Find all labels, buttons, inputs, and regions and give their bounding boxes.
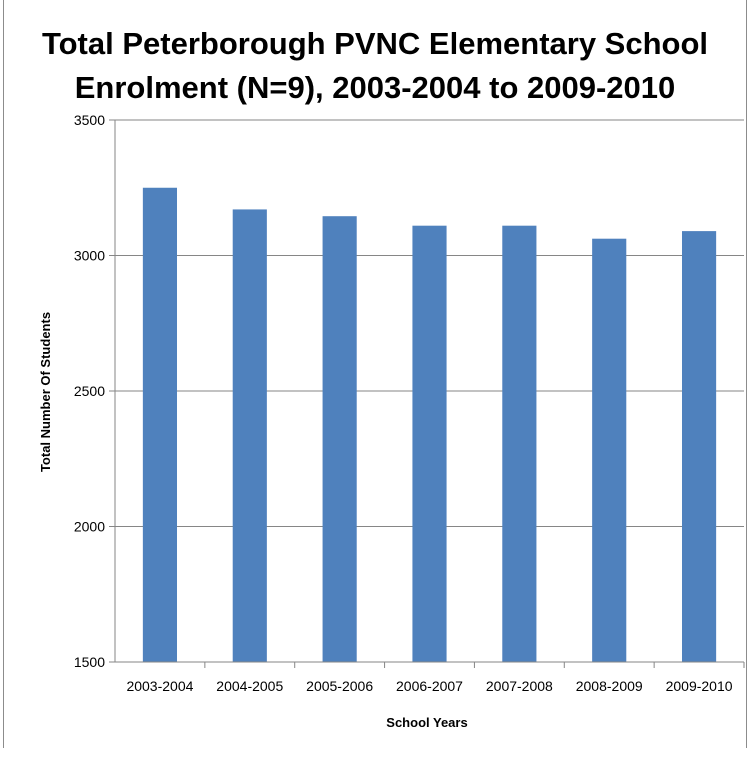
bar [322, 216, 357, 662]
bar-chart: 1500 2000 2500 3000 3500 2003-2004 2004-2005 20… [38, 112, 745, 730]
bar [681, 231, 717, 663]
bar [232, 209, 267, 662]
y-tick-label: 3000 [74, 248, 105, 264]
x-tick-label: 2007-2008 [486, 678, 553, 694]
x-tick-label: 2009-2010 [666, 678, 733, 694]
bar [412, 225, 447, 662]
x-tick-label: 2008-2009 [576, 678, 643, 694]
y-tick-label: 2500 [74, 383, 105, 399]
x-tick-label: 2005-2006 [306, 678, 373, 694]
y-axis-title: Total Number Of Students [38, 312, 53, 472]
bar [592, 238, 627, 662]
chart-title-line: Enrolment (N=9), 2003-2004 to 2009-2010 [74, 70, 676, 105]
axes: 1500 2000 2500 3000 3500 2003-2004 2004-2005 20… [74, 112, 745, 694]
x-axis-title: School Years [386, 715, 467, 730]
x-tick-label: 2003-2004 [126, 678, 193, 694]
chart-container: Total Peterborough PVNC Elementary Schoo… [3, 0, 747, 748]
y-tick-label: 1500 [74, 654, 105, 670]
chart-title-line: Total Peterborough PVNC Elementary Schoo… [41, 26, 709, 61]
y-tick-label: 2000 [74, 519, 105, 535]
x-tick-label: 2006-2007 [396, 678, 463, 694]
bars [142, 187, 717, 663]
bar [142, 187, 178, 662]
bar [502, 225, 537, 662]
y-tick-label: 3500 [74, 112, 105, 128]
chart-title: Total Peterborough PVNC Elementary Schoo… [4, 22, 746, 110]
x-tick-label: 2004-2005 [216, 678, 283, 694]
